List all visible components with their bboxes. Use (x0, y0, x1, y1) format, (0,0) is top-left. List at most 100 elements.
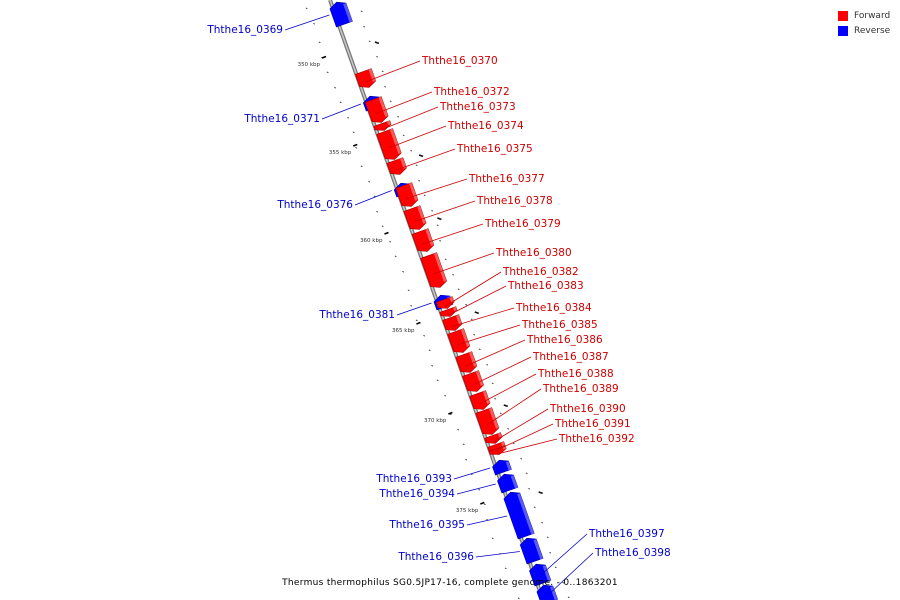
minor-tick-mark (305, 7, 308, 10)
gene-label-ththe16-0382[interactable]: Ththe16_0382 (502, 266, 579, 278)
genome-caption: Thermus thermophilus SG0.5JP17-16, compl… (282, 578, 618, 588)
gene-label-ththe16-0380[interactable]: Ththe16_0380 (495, 247, 572, 259)
minor-tick-mark (318, 41, 321, 44)
gene-feature-ththe16-0388[interactable] (469, 390, 492, 413)
label-leader-line (466, 515, 508, 526)
label-leader-line (479, 373, 537, 405)
gene-label-ththe16-0391[interactable]: Ththe16_0391 (554, 418, 631, 430)
gene-highlight (400, 157, 407, 169)
minor-tick-mark (444, 258, 447, 261)
gene-label-ththe16-0388[interactable]: Ththe16_0388 (537, 368, 614, 380)
scale-tick-label: 370 kbp (424, 418, 447, 424)
gene-label-ththe16-0398[interactable]: Ththe16_0398 (594, 547, 671, 559)
gene-label-ththe16-0376[interactable]: Ththe16_0376 (276, 199, 353, 211)
gene-label-ththe16-0390[interactable]: Ththe16_0390 (549, 403, 626, 415)
scale-tick (416, 321, 421, 325)
gene-feature-ththe16-0369[interactable] (329, 0, 353, 28)
gene-label-ththe16-0384[interactable]: Ththe16_0384 (515, 302, 592, 314)
gene-feature-ththe16-0389[interactable] (475, 407, 501, 438)
minor-tick-mark (520, 458, 523, 460)
gene-label-ththe16-0392[interactable]: Ththe16_0392 (558, 433, 635, 445)
gene-feature-ththe16-0377[interactable] (395, 182, 419, 210)
gene-label-ththe16-0381[interactable]: Ththe16_0381 (318, 309, 395, 321)
gene-body (439, 306, 458, 317)
gene-features (329, 0, 558, 600)
label-leader-line (396, 148, 456, 171)
gene-feature-ththe16-0380[interactable] (420, 252, 448, 291)
scale-tick-label: 375 kbp (456, 508, 479, 514)
gene-highlight (389, 128, 402, 154)
gene-highlight (500, 441, 506, 447)
minor-tick-mark (415, 319, 418, 322)
gene-label-ththe16-0378[interactable]: Ththe16_0378 (476, 195, 553, 207)
gene-highlight (475, 370, 484, 386)
gene-feature-ththe16-0378[interactable] (403, 205, 427, 233)
gene-label-ththe16-0389[interactable]: Ththe16_0389 (542, 383, 619, 395)
scale-tick (480, 501, 485, 505)
gene-label-ththe16-0375[interactable]: Ththe16_0375 (456, 143, 533, 155)
gene-label-ththe16-0369[interactable]: Ththe16_0369 (206, 24, 283, 36)
gene-feature-ththe16-0395[interactable] (503, 489, 535, 540)
gene-feature-ththe16-0370[interactable] (354, 68, 377, 91)
gene-label-ththe16-0385[interactable]: Ththe16_0385 (521, 319, 598, 331)
minor-tick-mark (381, 70, 384, 73)
reverse-swatch (838, 25, 848, 36)
scale-tick-label: 360 kbp (360, 238, 383, 244)
dash-mark (503, 404, 509, 408)
label-leader-line (376, 91, 433, 114)
gene-label-ththe16-0396[interactable]: Ththe16_0396 (397, 551, 474, 563)
gene-label-ththe16-0374[interactable]: Ththe16_0374 (447, 120, 524, 132)
gene-feature-ththe16-0374[interactable] (376, 128, 403, 163)
gene-feature-ththe16-0394[interactable] (496, 471, 519, 494)
gene-feature-ththe16-0379[interactable] (411, 228, 435, 255)
gene-body (376, 128, 402, 160)
gene-feature-ththe16-0387[interactable] (462, 370, 485, 395)
minor-tick-mark (418, 180, 421, 182)
forward-swatch (838, 10, 848, 21)
gene-label-ththe16-0377[interactable]: Ththe16_0377 (468, 173, 545, 185)
gene-feature-ththe16-0398[interactable] (536, 582, 558, 600)
label-leader-line (475, 551, 520, 558)
gene-labels: Ththe16_0369 Ththe16_0370 Ththe16_0371 Thth… (206, 24, 670, 563)
gene-feature-ththe16-0372[interactable] (364, 96, 389, 126)
gene-feature-ththe16-0383[interactable] (439, 306, 459, 320)
minor-tick-mark (402, 271, 405, 273)
gene-label-ththe16-0373[interactable]: Ththe16_0373 (439, 101, 516, 113)
minor-tick-mark (339, 101, 342, 104)
label-leader-line (486, 388, 542, 426)
label-leader-line (321, 103, 362, 120)
gene-body (373, 120, 392, 131)
gene-label-ththe16-0372[interactable]: Ththe16_0372 (433, 86, 510, 98)
gene-highlight (533, 539, 544, 560)
minor-tick-mark (465, 459, 468, 461)
label-leader-line (364, 60, 421, 83)
gene-feature-ththe16-0397[interactable] (528, 561, 552, 587)
minor-tick-mark (525, 472, 528, 475)
gene-label-ththe16-0393[interactable]: Ththe16_0393 (375, 473, 452, 485)
gene-highlight (386, 120, 392, 126)
gene-label-ththe16-0379[interactable]: Ththe16_0379 (484, 218, 561, 230)
minor-tick-mark (473, 334, 476, 336)
minor-tick-mark (363, 26, 366, 28)
gene-feature-ththe16-0384[interactable] (442, 314, 464, 334)
gene-label-ththe16-0370[interactable]: Ththe16_0370 (421, 55, 498, 67)
gene-label-ththe16-0387[interactable]: Ththe16_0387 (532, 351, 609, 363)
gene-label-ththe16-0394[interactable]: Ththe16_0394 (378, 488, 455, 500)
gene-feature-ththe16-0390[interactable] (484, 432, 504, 447)
label-leader-line (388, 125, 447, 149)
gene-feature-ththe16-0385[interactable] (447, 328, 471, 356)
gene-feature-ththe16-0396[interactable] (519, 535, 544, 565)
gene-feature-ththe16-0373[interactable] (373, 120, 393, 134)
minor-tick-mark (368, 181, 371, 183)
gene-feature-ththe16-0393[interactable] (491, 457, 512, 476)
gene-label-ththe16-0395[interactable]: Ththe16_0395 (388, 519, 465, 531)
gene-feature-ththe16-0386[interactable] (455, 351, 478, 376)
gene-label-ththe16-0383[interactable]: Ththe16_0383 (507, 280, 584, 292)
gene-label-ththe16-0397[interactable]: Ththe16_0397 (588, 528, 665, 540)
gene-label-ththe16-0371[interactable]: Ththe16_0371 (243, 113, 320, 125)
label-leader-line (414, 200, 476, 222)
gene-label-ththe16-0386[interactable]: Ththe16_0386 (526, 334, 603, 346)
scale-tick (321, 55, 327, 59)
scale-tick-label: 355 kbp (329, 150, 352, 156)
minor-tick-mark (360, 10, 363, 13)
